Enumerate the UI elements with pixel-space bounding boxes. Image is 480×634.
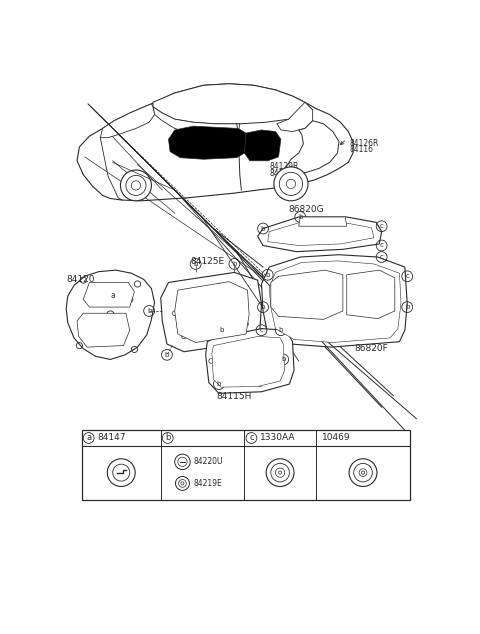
Bar [82, 430, 410, 500]
Text: 84220U: 84220U [193, 457, 223, 467]
Text: 10469: 10469 [322, 434, 350, 443]
Polygon shape [244, 130, 281, 161]
Polygon shape [299, 217, 347, 226]
Circle shape [132, 181, 141, 190]
Text: 84115H: 84115H [216, 392, 252, 401]
Text: 84219E: 84219E [193, 479, 222, 488]
Text: b: b [193, 261, 198, 267]
Polygon shape [83, 282, 134, 307]
Text: 86820F: 86820F [355, 344, 388, 353]
Polygon shape [153, 84, 312, 124]
Text: b: b [219, 327, 223, 333]
Text: a: a [110, 291, 115, 300]
Circle shape [120, 170, 152, 201]
Text: b: b [265, 272, 270, 278]
Polygon shape [168, 126, 246, 159]
Polygon shape [258, 217, 382, 252]
Text: c: c [405, 273, 409, 280]
Text: b: b [165, 352, 169, 358]
Polygon shape [206, 328, 294, 393]
Text: c: c [380, 254, 384, 260]
Circle shape [286, 179, 296, 188]
Polygon shape [161, 273, 262, 352]
Text: b: b [261, 226, 265, 231]
Circle shape [274, 167, 308, 201]
Text: 86820G: 86820G [288, 205, 324, 214]
Text: 84126R: 84126R [350, 139, 379, 148]
Text: b: b [279, 327, 283, 333]
Text: 84120: 84120 [66, 275, 95, 285]
Text: 84119B: 84119B [269, 169, 299, 178]
Polygon shape [268, 223, 374, 245]
Text: 84129R: 84129R [269, 162, 299, 171]
Circle shape [126, 176, 146, 195]
Text: 84125E: 84125E [190, 257, 224, 266]
Circle shape [279, 172, 302, 195]
Polygon shape [153, 107, 240, 134]
Text: 84116: 84116 [350, 145, 374, 153]
Text: b: b [147, 308, 151, 314]
Polygon shape [100, 104, 155, 138]
Text: b: b [281, 356, 286, 363]
Polygon shape [277, 102, 312, 131]
Text: b: b [165, 434, 170, 443]
Polygon shape [262, 255, 407, 347]
Polygon shape [271, 270, 343, 320]
Circle shape [113, 464, 130, 481]
Polygon shape [77, 313, 130, 347]
Text: b: b [216, 381, 221, 387]
Text: c: c [249, 434, 254, 443]
Text: a: a [86, 434, 91, 443]
Text: 1330AA: 1330AA [260, 434, 296, 443]
Polygon shape [347, 270, 395, 319]
Polygon shape [77, 84, 353, 201]
Text: c: c [260, 327, 264, 333]
Text: 84147: 84147 [97, 434, 126, 443]
Polygon shape [66, 270, 155, 359]
Polygon shape [269, 261, 401, 342]
Circle shape [107, 459, 135, 486]
Text: c: c [380, 223, 384, 230]
Text: b: b [232, 261, 237, 267]
Text: b: b [261, 304, 265, 310]
Polygon shape [286, 120, 339, 174]
Text: c: c [380, 242, 384, 249]
Text: b: b [298, 214, 302, 220]
Polygon shape [212, 337, 285, 387]
Polygon shape [175, 281, 249, 342]
Text: b: b [405, 304, 409, 310]
